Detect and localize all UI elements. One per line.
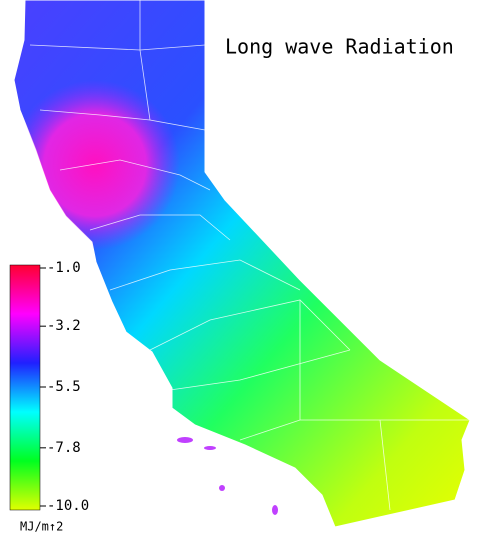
colorbar-tick-label: -3.2 bbox=[47, 318, 81, 334]
colorbar-ramp bbox=[9, 264, 41, 511]
california-map bbox=[13, 0, 471, 528]
colorbar: -1.0 -3.2 -5.5 -7.8 -10.0 bbox=[9, 260, 89, 514]
colorbar-tick-label: -10.0 bbox=[47, 498, 89, 514]
colorbar-unit: MJ/m↑2 bbox=[20, 520, 63, 534]
colorbar-tick-label: -1.0 bbox=[47, 260, 81, 276]
colorbar-tick-label: -5.5 bbox=[47, 379, 81, 395]
colorbar-tick-label: -7.8 bbox=[47, 440, 81, 456]
map-title: Long wave Radiation bbox=[225, 35, 454, 59]
